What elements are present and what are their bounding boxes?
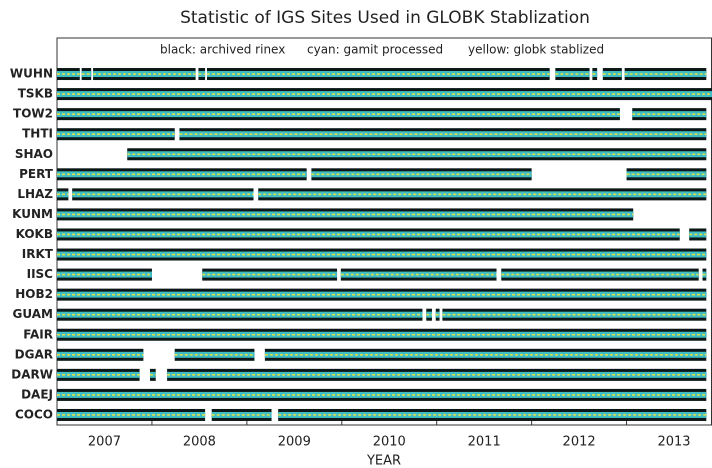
processed-segment [57,171,307,178]
processed-segment [57,291,707,298]
site-label: COCO [15,407,53,421]
legend-note: cyan: gamit processed [307,43,443,57]
x-tick-label: 2008 [183,435,216,450]
x-tick-label: 2013 [657,435,690,450]
site-label: WUHN [10,67,53,81]
processed-segment [258,191,707,198]
chart-title: Statistic of IGS Sites Used in GLOBK Sta… [180,8,590,28]
processed-segment [57,411,206,418]
processed-segment [57,211,634,218]
processed-segment [57,251,707,258]
site-label: PERT [19,167,54,181]
x-tick-label: 2007 [88,435,121,450]
processed-segment [626,171,707,178]
site-label: DAEJ [21,387,53,401]
legend-note: black: archived rinex [160,43,285,57]
site-label: IISC [27,267,54,281]
site-label: TOW2 [13,107,53,121]
processed-segment [174,351,255,358]
processed-segment [602,71,622,78]
site-label: HOB2 [15,287,53,301]
site-label: SHAO [15,147,53,161]
processed-segment [57,131,175,138]
site-label: FAIR [23,327,53,341]
site-label: IRKT [22,247,54,261]
processed-segment [57,331,707,338]
processed-segment [179,131,707,138]
x-tick-label: 2009 [278,435,311,450]
site-label: DGAR [15,347,53,361]
x-tick-label: 2011 [468,435,501,450]
processed-segment [127,151,707,158]
x-tick-label: 2012 [563,435,596,450]
processed-segment [501,271,699,278]
site-label: GUAM [13,307,53,321]
site-label: LHAZ [17,187,53,201]
processed-segment [57,351,144,358]
processed-segment [211,411,272,418]
processed-segment [57,391,707,398]
x-tick-label: 2010 [373,435,406,450]
site-label: KUNM [12,207,53,221]
x-axis-label: YEAR [366,454,401,468]
processed-segment [81,71,92,78]
processed-segment [689,231,707,238]
processed-segment [198,71,206,78]
site-label: KOKB [16,227,53,241]
processed-segment [278,411,707,418]
site-label: THTI [22,127,53,141]
legend-note: yellow: globk stablized [468,43,604,57]
processed-segment [167,371,707,378]
site-label: TSKB [18,87,53,101]
site-label: DARW [11,367,53,381]
